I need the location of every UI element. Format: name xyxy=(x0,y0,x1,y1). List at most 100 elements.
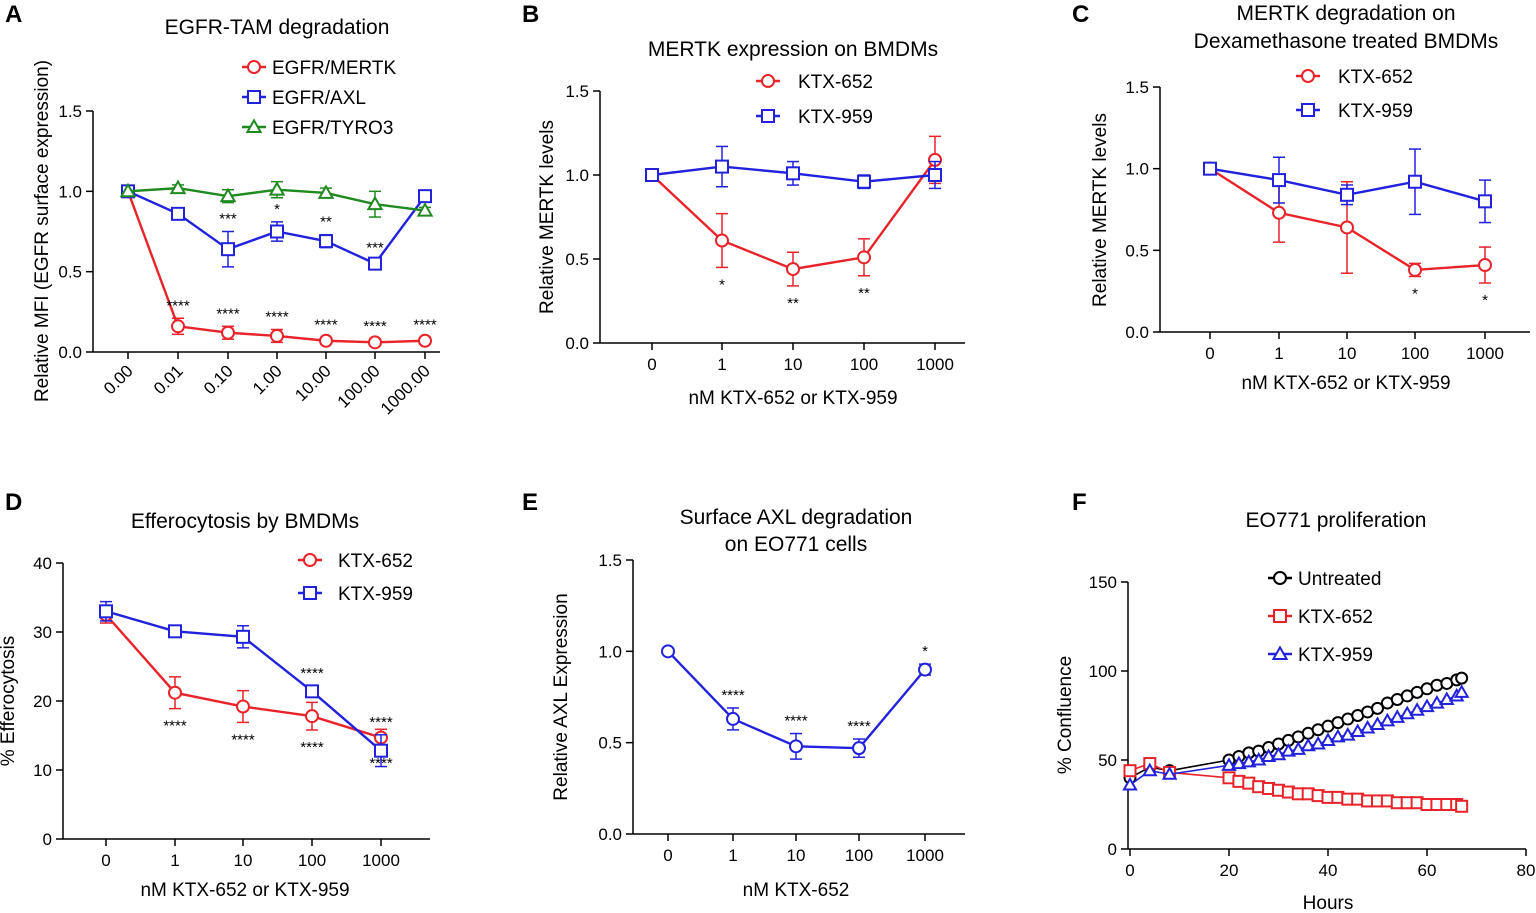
x-tick-label: 0 xyxy=(1205,344,1214,363)
legend-item: KTX-652 xyxy=(756,72,873,93)
x-tick-label: 0 xyxy=(647,355,656,374)
y-tick-label: 0.0 xyxy=(1125,323,1149,342)
data-point xyxy=(1453,684,1470,698)
data-point xyxy=(715,233,729,248)
chart-title-line1: MERTK degradation on xyxy=(1236,2,1455,25)
panel-letter: C xyxy=(1072,1,1089,28)
significance-label: * xyxy=(1482,292,1488,309)
legend-label: Untreated xyxy=(1298,569,1381,590)
x-tick-label: 10 xyxy=(784,355,803,374)
data-point xyxy=(418,189,432,204)
chart-title: MERTK expression on BMDMs xyxy=(648,38,938,61)
legend-label: KTX-959 xyxy=(798,107,873,128)
data-point xyxy=(1260,748,1277,762)
legend-item: KTX-652 xyxy=(298,551,413,572)
legend-marker xyxy=(1273,609,1287,623)
series-ktx-959: **** **** xyxy=(99,600,393,768)
data-point xyxy=(857,174,871,189)
data-point xyxy=(1330,728,1346,743)
legend-item: EGFR/AXL xyxy=(242,88,366,109)
y-tick-label: 1.0 xyxy=(58,182,82,201)
legend-label: KTX-652 xyxy=(798,72,873,93)
x-axis-label: Hours xyxy=(1303,893,1354,913)
significance-label: * xyxy=(922,643,928,660)
data-point xyxy=(169,179,187,195)
legend-label: KTX-652 xyxy=(338,551,413,572)
significance-label: *** xyxy=(219,211,237,228)
data-point xyxy=(786,262,800,277)
data-point xyxy=(368,256,382,271)
data-point xyxy=(374,743,388,758)
legend-marker xyxy=(761,109,775,123)
legend-item: Untreated xyxy=(1268,569,1381,590)
data-point xyxy=(928,168,942,182)
data-point xyxy=(171,206,185,221)
x-tick-label: 0 xyxy=(101,851,110,870)
y-tick-label: 0 xyxy=(1108,840,1117,859)
significance-label: **** xyxy=(300,665,324,682)
data-point xyxy=(1478,258,1492,273)
series-ktx-652 xyxy=(1123,757,1469,813)
x-tick-label: 1000 xyxy=(906,846,944,865)
data-point xyxy=(1371,701,1384,715)
y-tick-label: 150 xyxy=(1089,573,1117,592)
significance-label: **** xyxy=(265,309,289,326)
legend-marker xyxy=(303,553,317,567)
data-point xyxy=(366,195,384,211)
chart-panel-c: C MERTK degradation on Dexamethasone treat… xyxy=(1072,1,1530,394)
x-tick-label: 100 xyxy=(850,355,878,374)
legend-item: KTX-959 xyxy=(756,107,873,128)
y-axis-label: % Confluence xyxy=(1055,656,1076,774)
legend-label: EGFR/AXL xyxy=(272,88,366,109)
x-tick-label: 1 xyxy=(170,851,179,870)
y-tick-label: 0.5 xyxy=(565,250,589,269)
y-tick-label: 40 xyxy=(33,554,52,573)
x-axis-label: nM KTX-652 or KTX-959 xyxy=(688,388,897,409)
significance-label: **** xyxy=(413,317,437,334)
x-tick-label: 60 xyxy=(1418,861,1437,880)
x-tick-label: 10 xyxy=(787,846,806,865)
y-tick-label: 100 xyxy=(1089,662,1117,681)
data-point xyxy=(305,684,319,699)
data-point xyxy=(1340,220,1354,235)
legend-label: KTX-959 xyxy=(1298,645,1373,666)
data-point xyxy=(368,335,382,350)
data-point xyxy=(168,685,182,700)
legend-label: KTX-959 xyxy=(338,584,413,605)
legend-marker xyxy=(247,90,261,104)
significance-label: **** xyxy=(163,718,187,735)
significance-label: **** xyxy=(363,318,387,335)
legend-marker xyxy=(1273,571,1287,585)
data-point xyxy=(1123,764,1137,778)
x-tick-label: 100 xyxy=(298,851,326,870)
x-tick-label: 1 xyxy=(717,355,726,374)
data-point xyxy=(119,182,137,198)
x-axis-label: nM KTX-652 or KTX-959 xyxy=(1241,373,1450,394)
x-tick-label: 0 xyxy=(663,846,672,865)
data-point xyxy=(270,224,284,239)
data-point xyxy=(171,319,185,334)
legend-label: KTX-652 xyxy=(1298,607,1373,628)
data-point xyxy=(715,159,729,174)
data-point xyxy=(1221,757,1237,771)
y-tick-label: 1.5 xyxy=(58,102,82,121)
data-point xyxy=(1203,161,1217,176)
chart-title: EO771 proliferation xyxy=(1246,509,1427,532)
data-point xyxy=(416,201,434,217)
y-axis-label: Relative AXL Expression xyxy=(551,593,572,800)
legend-marker xyxy=(303,586,317,600)
y-tick-label: 0.5 xyxy=(58,263,82,282)
legend-item: KTX-652 xyxy=(1268,607,1373,628)
chart-panel-e: E Surface AXL degradation on EO771 cells 0.… xyxy=(522,489,965,901)
chart-panel-d: D Efferocytosis by BMDMs 0 10 20 30 40 0 1 10 100 1… xyxy=(0,489,430,901)
legend-label: EGFR/TYRO3 xyxy=(272,118,393,139)
y-tick-label: 1.0 xyxy=(1125,160,1149,179)
series-ktx-959 xyxy=(645,145,942,190)
x-tick-label: 1000.00 xyxy=(377,361,434,418)
y-tick-label: 10 xyxy=(33,761,52,780)
data-point xyxy=(221,242,235,257)
x-tick-label: 100 xyxy=(1401,344,1429,363)
significance-label: ** xyxy=(858,285,870,302)
x-tick-label: 20 xyxy=(1220,861,1239,880)
significance-label: **** xyxy=(314,317,338,334)
